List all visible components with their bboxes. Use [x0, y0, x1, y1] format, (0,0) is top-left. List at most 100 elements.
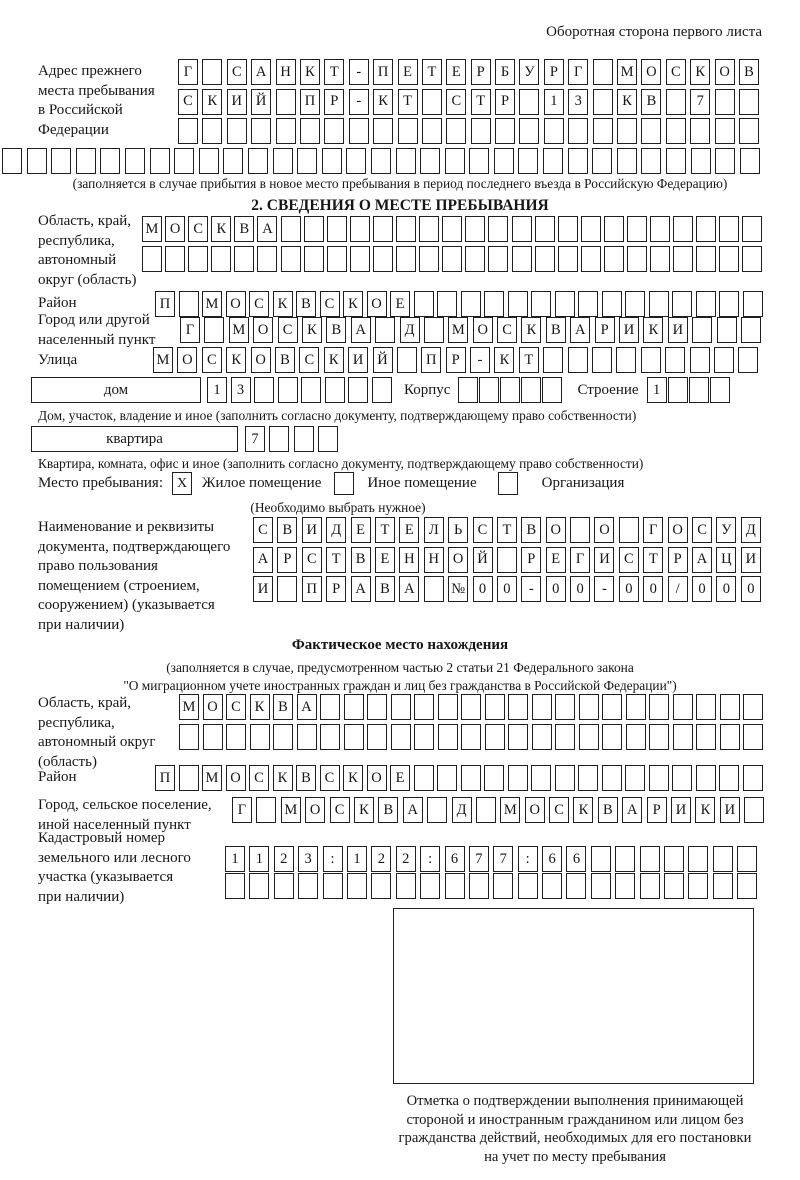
- char-cell[interactable]: [531, 694, 552, 720]
- char-cell[interactable]: А: [253, 546, 273, 573]
- char-cell[interactable]: [396, 216, 417, 242]
- char-cell[interactable]: [543, 118, 564, 145]
- char-cell[interactable]: [626, 216, 647, 242]
- char-cell[interactable]: Т: [397, 88, 418, 115]
- char-cell[interactable]: [442, 245, 463, 272]
- char-cell[interactable]: [468, 873, 489, 899]
- char-cell[interactable]: [688, 846, 709, 872]
- char-cell[interactable]: [713, 347, 734, 373]
- char-cell[interactable]: [303, 216, 324, 242]
- char-cell[interactable]: [557, 245, 578, 272]
- char-cell[interactable]: [616, 148, 637, 174]
- char-cell[interactable]: Р: [543, 59, 564, 85]
- char-cell[interactable]: К: [521, 317, 542, 343]
- char-cell[interactable]: В: [273, 694, 293, 720]
- char-cell[interactable]: Р: [667, 546, 688, 573]
- char-cell[interactable]: [602, 694, 622, 720]
- char-cell[interactable]: С: [472, 517, 493, 543]
- char-cell[interactable]: [75, 148, 96, 174]
- char-cell[interactable]: Р: [594, 317, 615, 343]
- char-cell[interactable]: Е: [374, 546, 395, 573]
- char-cell[interactable]: О: [366, 765, 387, 791]
- char-cell[interactable]: И: [667, 317, 688, 343]
- char-cell[interactable]: [479, 377, 500, 403]
- char-cell[interactable]: [566, 873, 587, 899]
- char-cell[interactable]: 2: [395, 846, 416, 872]
- char-cell[interactable]: [496, 546, 517, 573]
- char-cell[interactable]: [667, 377, 688, 403]
- char-cell[interactable]: [297, 148, 318, 174]
- char-cell[interactable]: [275, 118, 296, 145]
- char-cell[interactable]: К: [323, 347, 344, 373]
- char-cell[interactable]: [554, 291, 575, 317]
- char-cell[interactable]: В: [641, 88, 662, 115]
- char-cell[interactable]: С: [319, 291, 340, 317]
- char-cell[interactable]: [349, 216, 370, 242]
- char-cell[interactable]: [508, 694, 528, 720]
- char-cell[interactable]: [618, 517, 639, 543]
- char-cell[interactable]: [178, 291, 199, 317]
- char-cell[interactable]: [326, 216, 347, 242]
- char-cell[interactable]: [578, 723, 599, 750]
- char-cell[interactable]: [301, 377, 321, 403]
- char-cell[interactable]: Й: [372, 347, 393, 373]
- char-cell[interactable]: [375, 317, 396, 343]
- char-cell[interactable]: [625, 765, 645, 791]
- char-cell[interactable]: [390, 694, 411, 720]
- char-cell[interactable]: [174, 148, 195, 174]
- char-cell[interactable]: [673, 245, 694, 272]
- char-cell[interactable]: 1: [207, 377, 227, 403]
- char-cell[interactable]: С: [618, 546, 639, 573]
- char-cell[interactable]: П: [373, 59, 394, 85]
- char-cell[interactable]: [665, 88, 686, 115]
- char-cell[interactable]: [507, 291, 528, 317]
- char-cell[interactable]: [500, 377, 521, 403]
- char-cell[interactable]: [511, 245, 532, 272]
- char-cell[interactable]: [419, 245, 440, 272]
- char-cell[interactable]: В: [738, 59, 759, 85]
- char-cell[interactable]: [696, 694, 716, 720]
- char-cell[interactable]: [493, 873, 514, 899]
- char-cell[interactable]: [696, 723, 716, 750]
- char-cell[interactable]: [592, 347, 613, 373]
- char-cell[interactable]: [695, 765, 716, 791]
- char-cell[interactable]: [555, 694, 575, 720]
- char-cell[interactable]: [188, 245, 209, 272]
- char-cell[interactable]: С: [446, 88, 467, 115]
- char-cell[interactable]: [716, 317, 737, 343]
- char-cell[interactable]: [165, 245, 186, 272]
- char-cell[interactable]: -: [348, 59, 369, 85]
- char-cell[interactable]: [648, 765, 669, 791]
- char-cell[interactable]: [373, 118, 394, 145]
- char-cell[interactable]: К: [272, 765, 293, 791]
- char-cell[interactable]: [580, 245, 601, 272]
- char-cell[interactable]: [567, 347, 588, 373]
- char-cell[interactable]: Р: [324, 88, 345, 115]
- char-cell[interactable]: И: [301, 517, 322, 543]
- char-cell[interactable]: -: [594, 576, 615, 603]
- char-cell[interactable]: [423, 576, 444, 603]
- char-cell[interactable]: [567, 148, 588, 174]
- char-cell[interactable]: [326, 245, 347, 272]
- char-cell[interactable]: [696, 216, 717, 242]
- char-cell[interactable]: Е: [390, 765, 410, 791]
- char-cell[interactable]: [257, 245, 278, 272]
- char-cell[interactable]: С: [201, 347, 222, 373]
- char-cell[interactable]: [395, 148, 416, 174]
- char-cell[interactable]: [521, 377, 542, 403]
- char-cell[interactable]: [666, 148, 687, 174]
- char-cell[interactable]: -: [521, 576, 542, 603]
- char-cell[interactable]: [625, 694, 646, 720]
- char-cell[interactable]: [592, 88, 613, 115]
- char-cell[interactable]: С: [329, 797, 350, 823]
- char-cell[interactable]: [349, 245, 370, 272]
- char-cell[interactable]: [484, 723, 505, 750]
- char-cell[interactable]: С: [249, 765, 269, 791]
- char-cell[interactable]: [372, 245, 393, 272]
- char-cell[interactable]: 2: [371, 846, 392, 872]
- char-cell[interactable]: -: [470, 347, 491, 373]
- char-cell[interactable]: А: [251, 59, 272, 85]
- char-cell[interactable]: Г: [232, 797, 252, 823]
- char-cell[interactable]: [664, 846, 685, 872]
- char-cell[interactable]: В: [296, 765, 316, 791]
